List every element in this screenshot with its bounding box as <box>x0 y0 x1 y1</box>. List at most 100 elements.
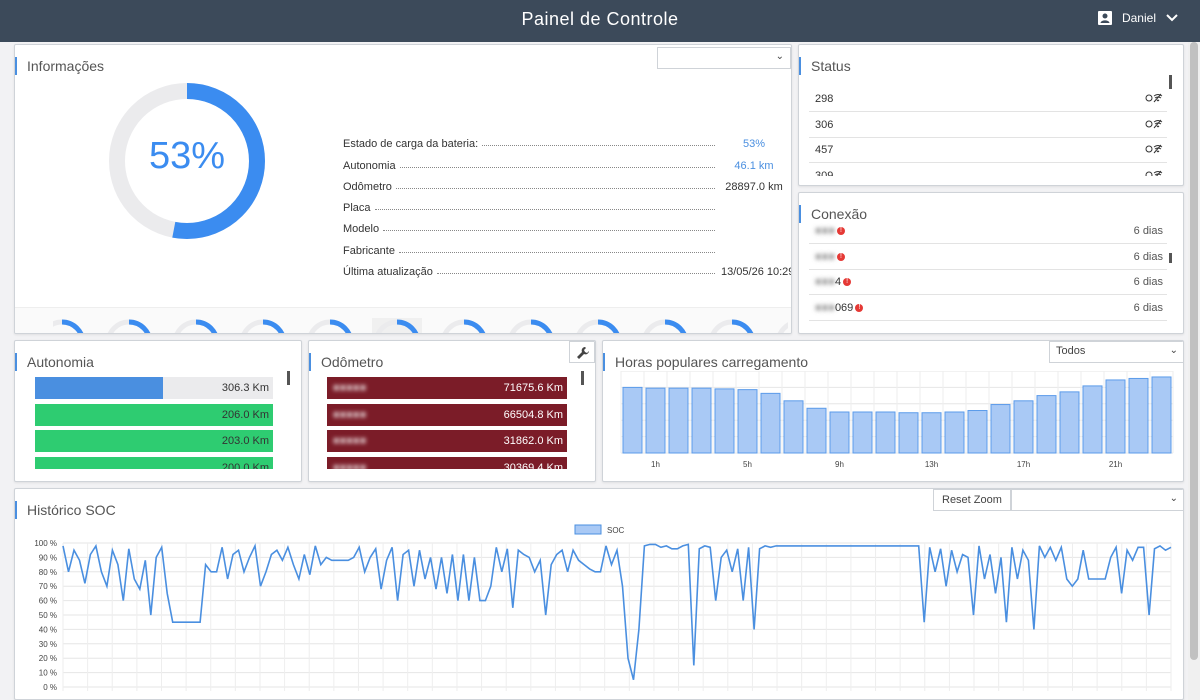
user-menu[interactable]: Daniel <box>1097 11 1178 25</box>
status-row[interactable]: 306 <box>809 113 1167 138</box>
autonomy-bar-value: 206.0 Km <box>221 408 269 421</box>
soc-series-line[interactable] <box>62 543 1172 680</box>
hour-bar[interactable] <box>783 400 804 454</box>
carousel-gauge[interactable]: 53% <box>238 318 288 333</box>
autonomy-bar-fill <box>35 430 273 452</box>
carousel-gauge[interactable]: 54% <box>506 318 556 333</box>
connection-row[interactable]: ■■■4! 6 dias <box>809 270 1167 295</box>
vehicle-select[interactable]: ⌄ <box>657 47 791 69</box>
page-scrollbar[interactable] <box>1188 42 1200 700</box>
carousel-gauge-ring <box>507 319 555 333</box>
carousel-gauge-fill <box>373 319 421 333</box>
hour-bar[interactable] <box>898 412 919 454</box>
soc-carousel: ‹ › %52%53%53%53%53%53%54%54%54%54%5 <box>15 307 791 334</box>
carousel-gauge-ring <box>105 319 153 333</box>
autonomy-bar-fill <box>35 377 163 399</box>
carousel-gauge-value: 52% <box>104 333 154 334</box>
charging-filter-select[interactable]: Todos ⌄ <box>1049 341 1183 363</box>
carousel-gauge[interactable]: % <box>53 318 87 333</box>
charging-hours-card: Horas populares carregamento Todos ⌄ 1h 5… <box>602 340 1184 482</box>
hour-bar[interactable] <box>852 411 873 454</box>
connection-row[interactable]: ■■■! 6 dias <box>809 219 1167 244</box>
user-name: Daniel <box>1121 11 1156 25</box>
hour-bar[interactable] <box>1059 391 1080 454</box>
connection-row[interactable]: ■■■069! 6 dias <box>809 296 1167 321</box>
status-title: Status <box>799 57 851 75</box>
carousel-gauge[interactable]: 53% <box>372 318 422 333</box>
carousel-gauge[interactable]: 53% <box>171 318 221 333</box>
alert-icon: ! <box>855 303 864 312</box>
hour-bar[interactable] <box>990 404 1011 454</box>
hour-bar[interactable] <box>829 411 850 454</box>
hour-bar[interactable] <box>1013 400 1034 454</box>
hour-bar[interactable] <box>668 387 689 454</box>
carousel-gauge[interactable]: 5 <box>774 318 788 333</box>
status-row[interactable]: 298 <box>809 87 1167 112</box>
redacted-id: ■■■ <box>815 276 835 288</box>
carousel-gauge-ring <box>373 319 421 333</box>
odometer-scrollbar[interactable] <box>581 371 584 385</box>
autonomy-scrollbar[interactable] <box>287 371 290 385</box>
hour-bar[interactable] <box>714 388 735 454</box>
connection-row[interactable]: ■■■! 6 dias <box>809 245 1167 270</box>
odometer-bar[interactable]: ■■■■■ 71675.6 Km <box>327 377 567 399</box>
autonomy-bar[interactable]: 206.0 Km <box>35 403 273 426</box>
reset-zoom-button[interactable]: Reset Zoom <box>933 489 1011 511</box>
carousel-gauge-value: 53% <box>439 333 489 334</box>
autonomy-bar-value: 203.0 Km <box>221 435 269 447</box>
autonomy-bar[interactable]: 203.0 Km <box>35 430 273 452</box>
wifi-off-icon <box>1145 144 1163 157</box>
carousel-gauge[interactable]: 54% <box>707 318 757 333</box>
chevron-down-icon[interactable] <box>1166 13 1178 23</box>
y-tick-label: 70 % <box>39 582 57 591</box>
odometer-bar[interactable]: ■■■■■ 30369.4 Km <box>327 456 567 469</box>
alert-icon: ! <box>836 227 845 236</box>
hour-bar[interactable] <box>1105 379 1126 454</box>
hour-bar[interactable] <box>1036 395 1057 454</box>
page-scrollbar-thumb[interactable] <box>1190 42 1198 660</box>
autonomy-bar[interactable]: 306.3 Km <box>35 377 273 399</box>
carousel-gauge-fill <box>507 319 555 333</box>
redacted-id: ■■■ <box>815 225 835 237</box>
hour-bar[interactable] <box>1151 376 1172 454</box>
carousel-gauge[interactable]: 52% <box>104 318 154 334</box>
y-tick-label: 50 % <box>39 611 57 620</box>
hour-bar[interactable] <box>645 387 666 454</box>
hour-bar[interactable] <box>1082 385 1103 454</box>
carousel-gauge[interactable]: 54% <box>573 318 623 333</box>
hour-bar[interactable] <box>806 407 827 454</box>
carousel-gauge[interactable]: 53% <box>439 318 489 334</box>
connection-scrollbar[interactable] <box>1169 253 1172 263</box>
odometer-bar[interactable]: ■■■■■ 66504.8 Km <box>327 403 567 426</box>
carousel-gauge-ring <box>641 319 689 333</box>
hour-bar[interactable] <box>760 392 781 454</box>
redacted-id: ■■■ <box>815 250 835 263</box>
soc-gauge <box>109 83 265 239</box>
status-scrollbar[interactable] <box>1169 75 1172 89</box>
carousel-gauge[interactable]: 53% <box>305 318 355 333</box>
info-row: Autonomia 46.1 km <box>343 150 787 172</box>
carousel-gauge-ring <box>53 319 86 333</box>
hour-bar[interactable] <box>1128 377 1149 454</box>
wrench-button[interactable] <box>569 341 595 363</box>
carousel-gauge[interactable]: 54% <box>640 318 690 333</box>
y-tick-label: 20 % <box>39 654 57 663</box>
y-tick-label: 0 % <box>43 683 57 692</box>
legend-swatch[interactable] <box>574 524 602 535</box>
status-row[interactable]: 457 <box>809 138 1167 163</box>
autonomy-bar[interactable]: 200.0 Km <box>35 456 273 469</box>
hour-bar[interactable] <box>967 410 988 454</box>
hour-bar[interactable] <box>921 412 942 454</box>
hour-bar[interactable] <box>691 387 712 454</box>
hour-bar[interactable] <box>737 389 758 454</box>
y-tick-label: 30 % <box>39 640 57 649</box>
connection-row-value: 6 dias <box>1133 276 1163 288</box>
period-select[interactable]: ⌄ <box>1011 489 1183 511</box>
hour-bar[interactable] <box>622 386 643 454</box>
status-row[interactable]: 309 <box>809 164 1167 176</box>
odometer-bar[interactable]: ■■■■■ 31862.0 Km <box>327 430 567 452</box>
info-row-value: 53% <box>742 138 766 151</box>
soc-history-chart: SOC 0 % 10 % 20 % 30 % 40 % 50 % 60 % 70 % 80 % 90… <box>34 524 1172 692</box>
hour-bar[interactable] <box>944 411 965 454</box>
hour-bar[interactable] <box>875 411 896 454</box>
